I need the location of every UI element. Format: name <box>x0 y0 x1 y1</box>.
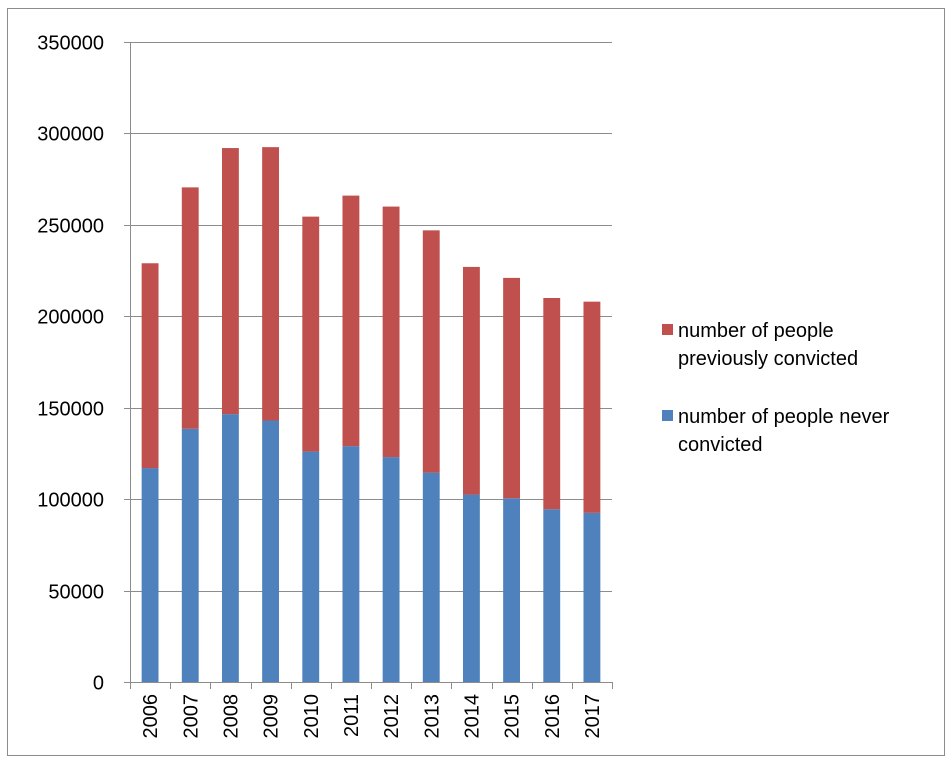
x-tick-label: 2016 <box>542 694 564 739</box>
legend-swatch <box>662 324 673 335</box>
legend-swatch <box>662 410 673 421</box>
y-tick-label: 150000 <box>37 399 104 421</box>
bar-never-convicted <box>382 457 400 682</box>
x-tick-label: 2006 <box>140 694 162 739</box>
bar-previously-convicted <box>503 277 521 499</box>
bars <box>141 147 601 682</box>
x-tick-label: 2008 <box>220 694 242 739</box>
bar-previously-convicted <box>141 263 159 469</box>
bar-previously-convicted <box>221 148 239 415</box>
bar-never-convicted <box>583 512 601 682</box>
bar-never-convicted <box>422 472 440 682</box>
x-tick-label: 2007 <box>180 694 202 739</box>
x-tick-label: 2009 <box>261 694 283 739</box>
legend-label-line: previously convicted <box>678 348 858 370</box>
bar-previously-convicted <box>302 216 320 452</box>
legend-label-line: number of people never <box>678 406 890 428</box>
bar-previously-convicted <box>543 298 561 510</box>
legend-label-line: convicted <box>678 434 763 456</box>
bar-never-convicted <box>543 509 561 682</box>
x-tick-label: 2015 <box>502 694 524 739</box>
bar-never-convicted <box>141 468 159 682</box>
bar-never-convicted <box>302 451 320 682</box>
x-tick-label: 2013 <box>421 694 443 739</box>
bar-never-convicted <box>503 498 521 682</box>
bar-never-convicted <box>342 446 360 682</box>
bar-never-convicted <box>221 414 239 682</box>
bar-never-convicted <box>462 494 480 682</box>
bar-never-convicted <box>181 428 199 682</box>
x-tick-label: 2017 <box>582 694 604 739</box>
gridlines <box>130 42 612 592</box>
x-tick-label: 2011 <box>341 694 363 737</box>
y-tick-label: 250000 <box>37 216 104 238</box>
bar-previously-convicted <box>342 195 360 447</box>
legend: number of people previously convicted numb… <box>662 320 890 456</box>
x-tick-label: 2010 <box>301 694 323 739</box>
bar-never-convicted <box>262 420 280 682</box>
axes <box>124 42 613 689</box>
bar-previously-convicted <box>422 230 440 473</box>
bar-previously-convicted <box>462 266 480 495</box>
y-tick-label: 350000 <box>37 33 104 55</box>
x-tick-label: 2012 <box>381 694 403 739</box>
legend-label-line: number of people <box>678 320 834 342</box>
bar-previously-convicted <box>181 187 199 429</box>
y-tick-label: 50000 <box>48 582 104 604</box>
x-tick-label: 2014 <box>461 694 483 739</box>
y-tick-label: 100000 <box>37 490 104 512</box>
bar-previously-convicted <box>583 301 601 513</box>
bar-previously-convicted <box>262 147 280 421</box>
x-axis-tick-labels: 2006 2007 2008 2009 2010 2011 2012 2013 2014 2015… <box>140 694 604 739</box>
y-axis-tick-labels: 0 50000 100000 150000 200000 250000 300000 3500… <box>37 33 104 695</box>
bar-previously-convicted <box>382 206 400 458</box>
y-tick-label: 300000 <box>37 124 104 146</box>
y-tick-label: 0 <box>93 673 104 695</box>
y-tick-label: 200000 <box>37 307 104 329</box>
